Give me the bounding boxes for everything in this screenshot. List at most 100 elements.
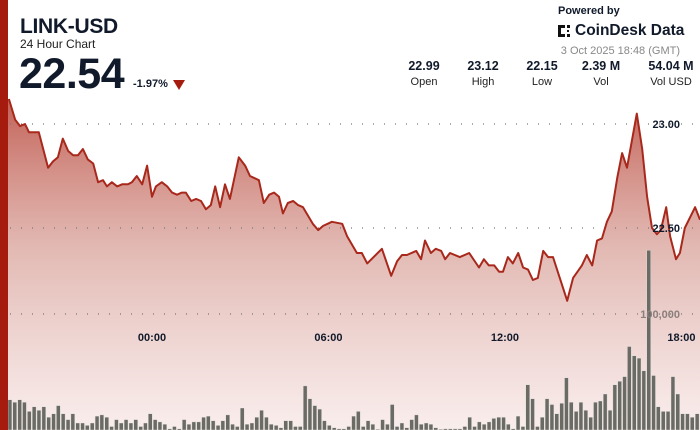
- volume-bar: [148, 413, 153, 430]
- volume-bar: [486, 421, 492, 430]
- volume-bar: [665, 411, 671, 430]
- volume-bar: [196, 421, 201, 430]
- volume-bar: [632, 355, 637, 430]
- volume-bar: [419, 424, 424, 430]
- page-title: LINK-USD: [20, 15, 118, 38]
- volume-bar: [540, 417, 545, 430]
- volume-bar: [298, 426, 303, 430]
- timestamp: 3 Oct 2025 18:48 (GMT): [560, 45, 680, 57]
- stat-open: 22.99 Open: [389, 59, 459, 88]
- volume-bar: [56, 405, 61, 430]
- volume-bar: [593, 402, 598, 430]
- volume-bar: [390, 404, 395, 430]
- chart-subtitle: 24 Hour Chart: [20, 37, 96, 51]
- x-tick-label: 00:00: [138, 332, 166, 344]
- volume-tick-label: 100,000: [640, 309, 680, 321]
- volume-bar: [651, 375, 656, 430]
- volume-bar: [17, 399, 22, 430]
- volume-bar: [307, 398, 313, 430]
- volume-bar: [293, 426, 298, 430]
- volume-bar: [254, 417, 259, 430]
- volume-bar: [104, 417, 109, 430]
- volume-bar: [191, 421, 196, 430]
- volume-bar: [80, 422, 85, 430]
- volume-bar: [351, 415, 356, 430]
- stat-value: 23.12: [467, 59, 499, 73]
- volume-bar: [32, 406, 37, 430]
- volume-bar: [520, 426, 526, 430]
- brand-logo[interactable]: CoinDesk Data: [558, 22, 684, 40]
- volume-bar: [578, 402, 584, 430]
- volume-bar: [472, 426, 477, 430]
- volume-bar: [433, 427, 438, 430]
- volume-bar: [90, 422, 95, 430]
- volume-bar: [186, 424, 192, 430]
- volume-bar: [75, 422, 80, 430]
- stat-low: 22.15 Low: [507, 59, 577, 88]
- volume-bar: [12, 402, 17, 430]
- volume-bar: [230, 424, 235, 430]
- volume-bar: [244, 424, 250, 430]
- volume-bar: [85, 425, 90, 430]
- volume-bar: [235, 426, 240, 430]
- volume-bar: [428, 424, 434, 430]
- volume-bar: [462, 426, 467, 430]
- price-line: [7, 98, 700, 302]
- volume-bar: [303, 385, 308, 430]
- volume-bar: [138, 426, 143, 430]
- volume-bar: [128, 422, 134, 430]
- stat-label: High: [471, 76, 495, 88]
- volume-bar: [607, 410, 613, 430]
- volume-bar: [152, 419, 158, 430]
- volume-bar: [424, 422, 429, 430]
- powered-by: Powered by: [558, 5, 620, 17]
- volume-bar: [491, 418, 496, 430]
- volume-bar: [312, 405, 317, 430]
- stat-label: Vol: [593, 76, 609, 88]
- volume-bar: [210, 420, 216, 430]
- volume-bar: [240, 407, 245, 430]
- volume-bar: [220, 420, 225, 430]
- coindesk-logo-icon: [558, 24, 572, 38]
- volume-bar: [356, 411, 361, 430]
- volume-bar: [181, 419, 187, 430]
- volume-bar: [467, 417, 472, 430]
- volume-bar: [690, 417, 695, 430]
- volume-bar: [414, 414, 419, 430]
- volume-bar: [278, 427, 284, 430]
- volume-bar: [598, 400, 603, 430]
- volume-bar: [409, 419, 414, 430]
- current-price: 22.54: [19, 50, 125, 98]
- volume-bar: [322, 420, 327, 430]
- volume-bar: [317, 408, 322, 430]
- stat-vol: 2.39 M Vol: [566, 59, 636, 88]
- volume-bar: [399, 422, 405, 430]
- volume-bar: [695, 413, 700, 430]
- y-tick-label: 23.00: [652, 119, 680, 131]
- y-tick-label: 22.50: [652, 223, 680, 235]
- stat-label: Open: [410, 76, 438, 88]
- volume-bar: [394, 426, 400, 430]
- down-arrow-icon: [173, 80, 185, 90]
- volume-bar: [114, 419, 119, 430]
- volume-bar: [143, 422, 148, 430]
- stat-value: 54.04 M: [648, 59, 694, 73]
- volume-bar: [119, 422, 124, 430]
- volume-bar: [157, 421, 163, 430]
- volume-bar: [574, 411, 579, 430]
- volume-bar: [283, 420, 288, 430]
- volume-bar: [646, 249, 651, 430]
- volume-bar: [361, 426, 366, 430]
- volume-bar: [346, 426, 351, 430]
- volume-bar: [535, 426, 540, 430]
- volume-bar: [583, 410, 589, 430]
- volume-bar: [65, 419, 71, 430]
- volume-bar: [569, 402, 574, 430]
- volume-bar: [162, 424, 167, 430]
- stat-value: 2.39 M: [581, 59, 621, 73]
- volume-bar: [327, 425, 332, 430]
- volume-bar: [477, 421, 482, 430]
- volume-bar: [515, 415, 521, 430]
- volume-bar: [70, 413, 76, 430]
